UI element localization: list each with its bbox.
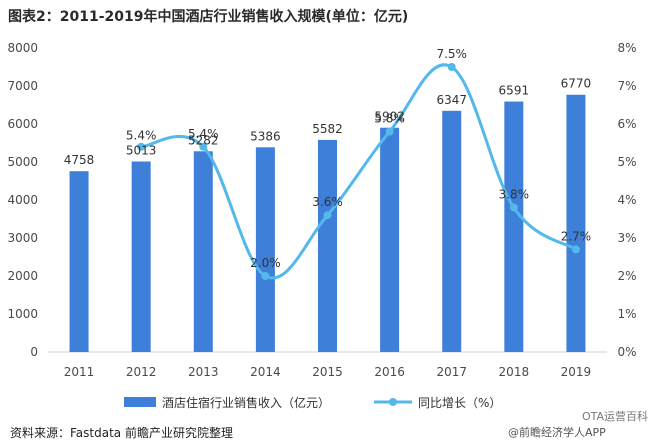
bar [504, 101, 524, 353]
y-left-tick-label: 0 [30, 345, 38, 359]
y-left-tick-label: 7000 [7, 79, 38, 93]
bar-value-label: 5902 [374, 110, 405, 124]
y-left-tick-label: 1000 [7, 307, 38, 321]
growth-point [385, 127, 394, 136]
y-left-tick-label: 8000 [7, 41, 38, 55]
bar-value-label: 6347 [436, 93, 467, 107]
y-right-tick-label: 5% [617, 155, 636, 169]
growth-point [509, 203, 518, 212]
bar-value-label: 5582 [312, 122, 343, 136]
growth-value-label: 3.8% [499, 188, 530, 202]
x-tick-label: 2014 [250, 365, 281, 379]
growth-point [447, 63, 456, 71]
x-tick-label: 2013 [188, 365, 219, 379]
bar-value-label: 6770 [561, 77, 592, 91]
growth-point [199, 142, 208, 151]
y-right-tick-label: 3% [617, 231, 636, 245]
bar-value-label: 5386 [250, 129, 281, 143]
y-left-tick-label: 3000 [7, 231, 38, 245]
x-tick-label: 2018 [499, 365, 530, 379]
growth-value-label: 5.4% [126, 129, 157, 143]
growth-line [139, 63, 578, 280]
bar [442, 110, 462, 353]
growth-point [571, 245, 580, 254]
x-tick-label: 2015 [312, 365, 343, 379]
legend: 酒店住宿行业销售收入（亿元） 同比增长（%） [124, 395, 501, 410]
bar [193, 151, 213, 352]
x-tick-label: 2011 [64, 365, 95, 379]
y-right-tick-label: 4% [617, 193, 636, 207]
growth-point [323, 211, 332, 220]
x-axis: 2011 2012 2013 2014 2015 2016 2017 2018 2019 [48, 351, 607, 379]
legend-line-marker [389, 398, 397, 406]
source-note: 资料来源：Fastdata 前瞻产业研究院整理 [10, 426, 233, 440]
bar-value-label: 5282 [188, 133, 219, 147]
bar [69, 171, 89, 352]
legend-line-label: 同比增长（%） [418, 396, 501, 410]
growth-value-label: 5.4% [188, 127, 219, 141]
growth-point [137, 142, 146, 151]
legend-bar-swatch [124, 397, 156, 407]
x-tick-label: 2016 [374, 365, 405, 379]
bar-value-label: 6591 [499, 84, 530, 98]
bar [131, 161, 151, 352]
growth-value-label: 3.6% [312, 195, 343, 209]
ota-watermark: OTA运营百科 [582, 410, 649, 423]
growth-value-label: 5.8% [374, 112, 405, 126]
growth-line-series [137, 63, 580, 280]
y-right-tick-label: 2% [617, 269, 636, 283]
growth-value-label: 2.7% [561, 229, 592, 243]
growth-value-label: 2.0% [250, 256, 281, 270]
growth-point [261, 272, 270, 280]
wechat-watermark: @前瞻经济学人APP [508, 426, 606, 439]
y-right-tick-label: 0% [617, 345, 636, 359]
y-axis-right: 0% 1% 2% 3% 4% 5% 6% 7% 8% [617, 41, 636, 359]
chart-title: 图表2：2011-2019年中国酒店行业销售收入规模(单位：亿元) [8, 9, 409, 25]
growth-value-label: 7.5% [436, 47, 467, 61]
y-right-tick-label: 8% [617, 41, 636, 55]
x-tick-label: 2012 [126, 365, 157, 379]
y-right-tick-label: 1% [617, 307, 636, 321]
bar-value-label: 5013 [126, 144, 157, 158]
y-left-tick-label: 4000 [7, 193, 38, 207]
bar [566, 94, 586, 353]
y-left-tick-label: 2000 [7, 269, 38, 283]
data-labels: 4758 5013 5282 5386 5582 5902 6347 6591 6770 5.4%… [64, 47, 591, 270]
bar-series [69, 94, 586, 353]
bar [318, 139, 337, 352]
x-tick-label: 2019 [561, 365, 592, 379]
y-right-tick-label: 6% [617, 117, 636, 131]
bar [380, 127, 400, 352]
y-right-tick-label: 7% [617, 79, 636, 93]
legend-bar-label: 酒店住宿行业销售收入（亿元） [162, 395, 330, 410]
y-left-tick-label: 5000 [7, 155, 38, 169]
bar [255, 147, 275, 352]
y-axis-left: 0 1000 2000 3000 4000 5000 6000 7000 8000 [7, 41, 38, 359]
bar-value-label: 4758 [64, 153, 95, 167]
y-left-tick-label: 6000 [7, 117, 38, 131]
x-tick-label: 2017 [436, 365, 467, 379]
